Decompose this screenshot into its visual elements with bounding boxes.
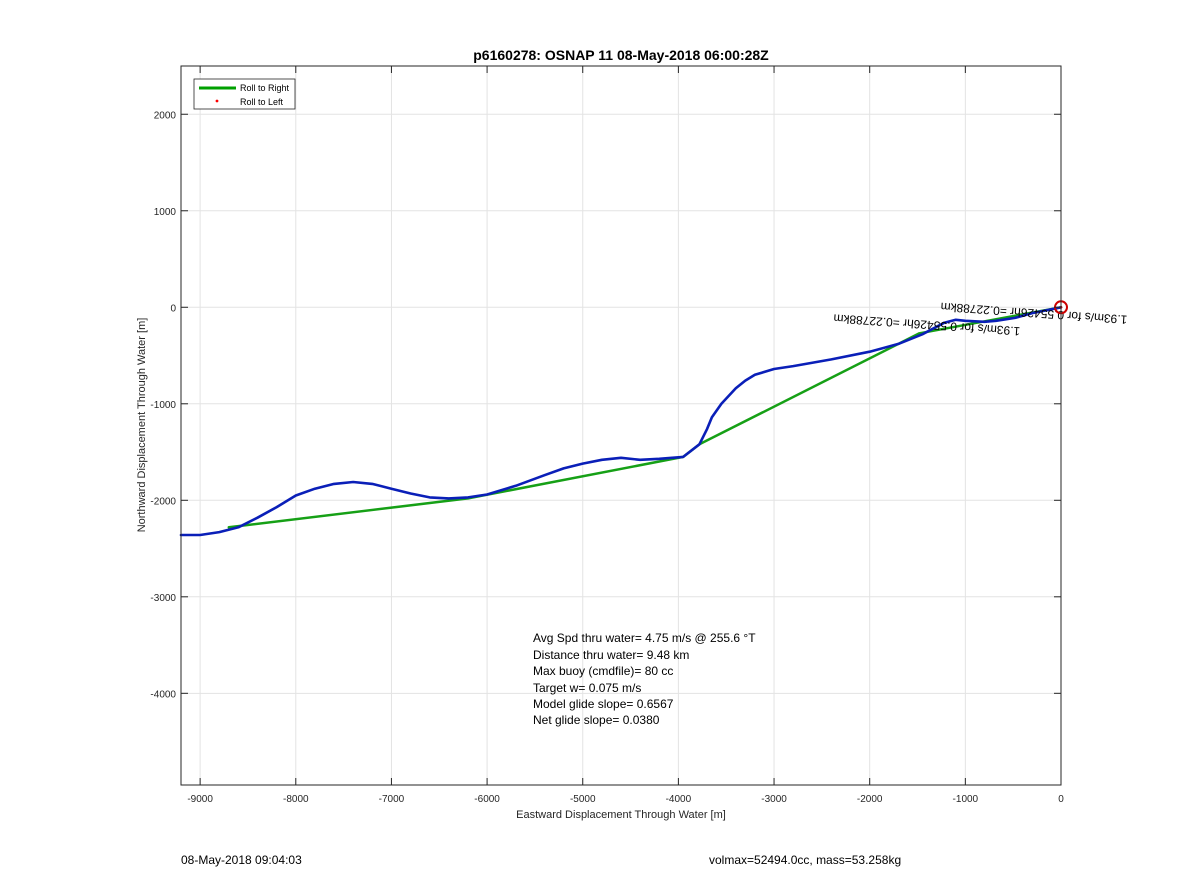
stat-avg-speed: Avg Spd thru water= 4.75 m/s @ 255.6 °T <box>533 631 756 645</box>
stats-block: Avg Spd thru water= 4.75 m/s @ 255.6 °T … <box>533 631 756 727</box>
x-tick-label: -4000 <box>666 794 692 805</box>
stat-model-glide-slope: Model glide slope= 0.6567 <box>533 697 674 711</box>
plot-area: 1.93m/s for 0.55426hr =0.22788km1.93m/s … <box>179 300 1128 537</box>
x-tick-label: -5000 <box>570 794 596 805</box>
axis-ticks: -9000 -8000 -7000 -6000 -5000 -4000 -3000 -2000… <box>150 66 1064 805</box>
y-axis-label: Northward Displacement Through Water [m] <box>136 318 148 533</box>
series-line-track <box>179 305 1063 537</box>
x-tick-label: -9000 <box>187 794 213 805</box>
legend-label-roll-left: Roll to Left <box>240 97 284 107</box>
y-tick-label: -4000 <box>150 689 176 700</box>
footer-timestamp: 08-May-2018 09:04:03 <box>181 853 302 867</box>
chart-title: p6160278: OSNAP 11 08-May-2018 06:00:28Z <box>473 47 769 63</box>
legend-box <box>193 78 296 110</box>
stat-distance: Distance thru water= 9.48 km <box>533 648 689 662</box>
x-tick-label: -6000 <box>474 794 500 805</box>
y-tick-label: -3000 <box>150 593 176 604</box>
stat-net-glide-slope: Net glide slope= 0.0380 <box>533 713 660 727</box>
x-tick-label: -3000 <box>761 794 787 805</box>
legend-label-roll-right: Roll to Right <box>240 83 290 93</box>
y-tick-label: 2000 <box>154 110 177 121</box>
x-tick-label: -2000 <box>857 794 883 805</box>
x-tick-label: -1000 <box>953 794 979 805</box>
x-axis-label: Eastward Displacement Through Water [m] <box>516 809 726 821</box>
x-tick-label: -7000 <box>379 794 405 805</box>
x-tick-label: 0 <box>1058 794 1064 805</box>
axes-box <box>180 65 1062 786</box>
stat-max-buoy: Max buoy (cmdfile)= 80 cc <box>533 664 673 678</box>
series-line-roll-right <box>227 306 1063 529</box>
grid-lines <box>181 66 1062 785</box>
legend-swatch-roll-left <box>215 99 219 103</box>
y-tick-label: -1000 <box>150 400 176 411</box>
y-tick-label: 1000 <box>154 207 177 218</box>
x-tick-label: -8000 <box>283 794 309 805</box>
y-tick-label: -2000 <box>150 496 176 507</box>
footer-mass-info: volmax=52494.0cc, mass=53.258kg <box>709 853 901 867</box>
legend: Roll to Right Roll to Left <box>193 78 296 110</box>
y-tick-label: 0 <box>170 303 176 314</box>
stat-target-w: Target w= 0.075 m/s <box>533 681 641 695</box>
